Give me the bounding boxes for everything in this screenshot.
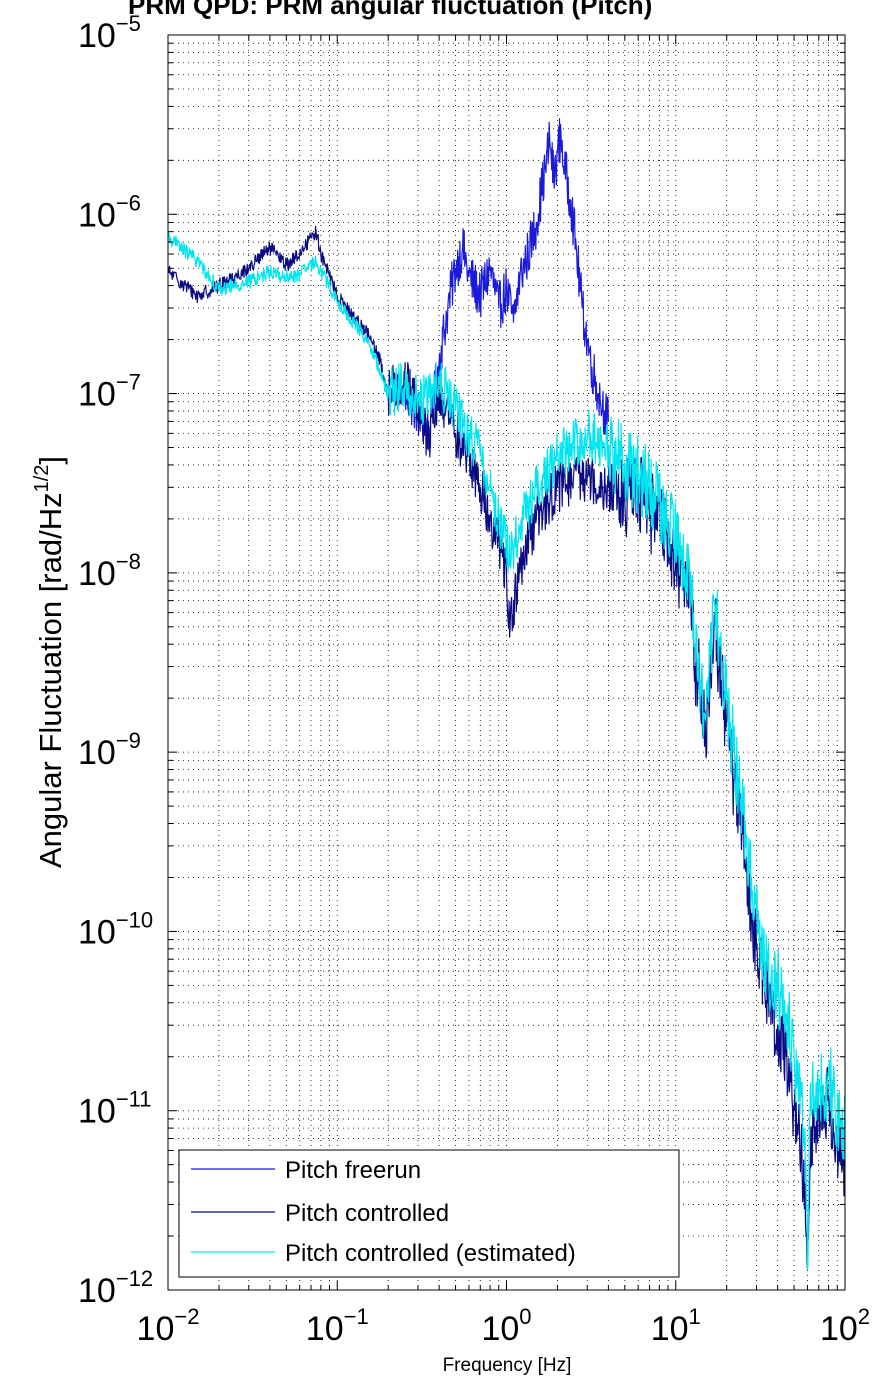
x-tick-label-base: 10: [651, 1310, 689, 1348]
y-tick-label-exponent: −7: [116, 370, 141, 395]
legend-box: [178, 1149, 680, 1278]
y-tick-label-base: 10: [78, 734, 116, 772]
y-tick-label: 10−12: [78, 1266, 153, 1310]
y-tick-label: 10−6: [78, 190, 141, 234]
y-tick-label: 10−7: [78, 370, 141, 414]
x-tick-label: 101: [651, 1304, 701, 1348]
y-tick-label-base: 10: [78, 376, 116, 414]
chart-title: PRM QPD: PRM angular fluctuation (Pitch): [128, 0, 652, 20]
x-tick-label: 10−1: [306, 1304, 369, 1348]
series-line-0: [404, 118, 609, 451]
legend-label-estimated: Pitch controlled (estimated): [285, 1240, 576, 1267]
series-line-1: [167, 225, 846, 1271]
y-tick-label: 10−10: [78, 907, 153, 951]
y-tick-label-base: 10: [78, 913, 116, 951]
x-tick-label-exponent: 2: [858, 1304, 870, 1329]
x-tick-label-exponent: 0: [519, 1304, 531, 1329]
y-tick-label-base: 10: [78, 1093, 116, 1131]
ticks: 10−2 10−1 100 101 10210−1210−1110−1010−910−8…: [78, 11, 870, 1348]
y-tick-label-exponent: −6: [116, 190, 141, 215]
y-tick-label-exponent: −9: [116, 728, 141, 753]
y-tick-label-base: 10: [78, 1272, 116, 1310]
x-tick-label: 102: [820, 1304, 870, 1348]
x-tick-label-exponent: 1: [689, 1304, 701, 1329]
legend-label-freerun: Pitch freerun: [285, 1157, 421, 1184]
y-tick-label: 10−11: [78, 1087, 152, 1131]
y-tick-label: 10−8: [78, 549, 141, 593]
y-tick-label: 10−5: [78, 11, 141, 55]
y-axis-label-sup: 1/2: [31, 465, 53, 493]
x-tick-label-exponent: −2: [174, 1304, 199, 1329]
y-tick-label-base: 10: [78, 196, 116, 234]
y-tick-label-exponent: −12: [116, 1266, 153, 1291]
legend: Pitch freerun Pitch controlled Pitch con…: [178, 1149, 680, 1278]
x-tick-label-base: 10: [481, 1310, 519, 1348]
y-axis-label: Angular Fluctuation [rad/Hz1/2]: [31, 456, 68, 868]
y-tick-label-exponent: −11: [116, 1087, 152, 1112]
y-tick-label-base: 10: [78, 17, 116, 55]
x-tick-label: 100: [481, 1304, 531, 1348]
y-tick-label-exponent: −10: [116, 907, 153, 932]
x-tick-label: 10−2: [137, 1304, 200, 1348]
x-tick-label-base: 10: [306, 1310, 344, 1348]
y-axis-label-end: ]: [33, 456, 68, 465]
series-group: [167, 118, 846, 1271]
y-tick-label-exponent: −5: [116, 11, 141, 36]
y-tick-label: 10−9: [78, 728, 141, 772]
x-tick-label-base: 10: [137, 1310, 175, 1348]
y-axis-label-main: Angular Fluctuation [rad/Hz: [33, 492, 68, 868]
legend-label-controlled: Pitch controlled: [285, 1200, 449, 1227]
x-axis-label: Frequency [Hz]: [443, 1355, 572, 1376]
series-line-2: [167, 231, 846, 1271]
y-tick-label-exponent: −8: [116, 549, 141, 574]
y-tick-label-base: 10: [78, 555, 116, 593]
x-tick-label-exponent: −1: [344, 1304, 369, 1329]
x-tick-label-base: 10: [820, 1310, 858, 1348]
